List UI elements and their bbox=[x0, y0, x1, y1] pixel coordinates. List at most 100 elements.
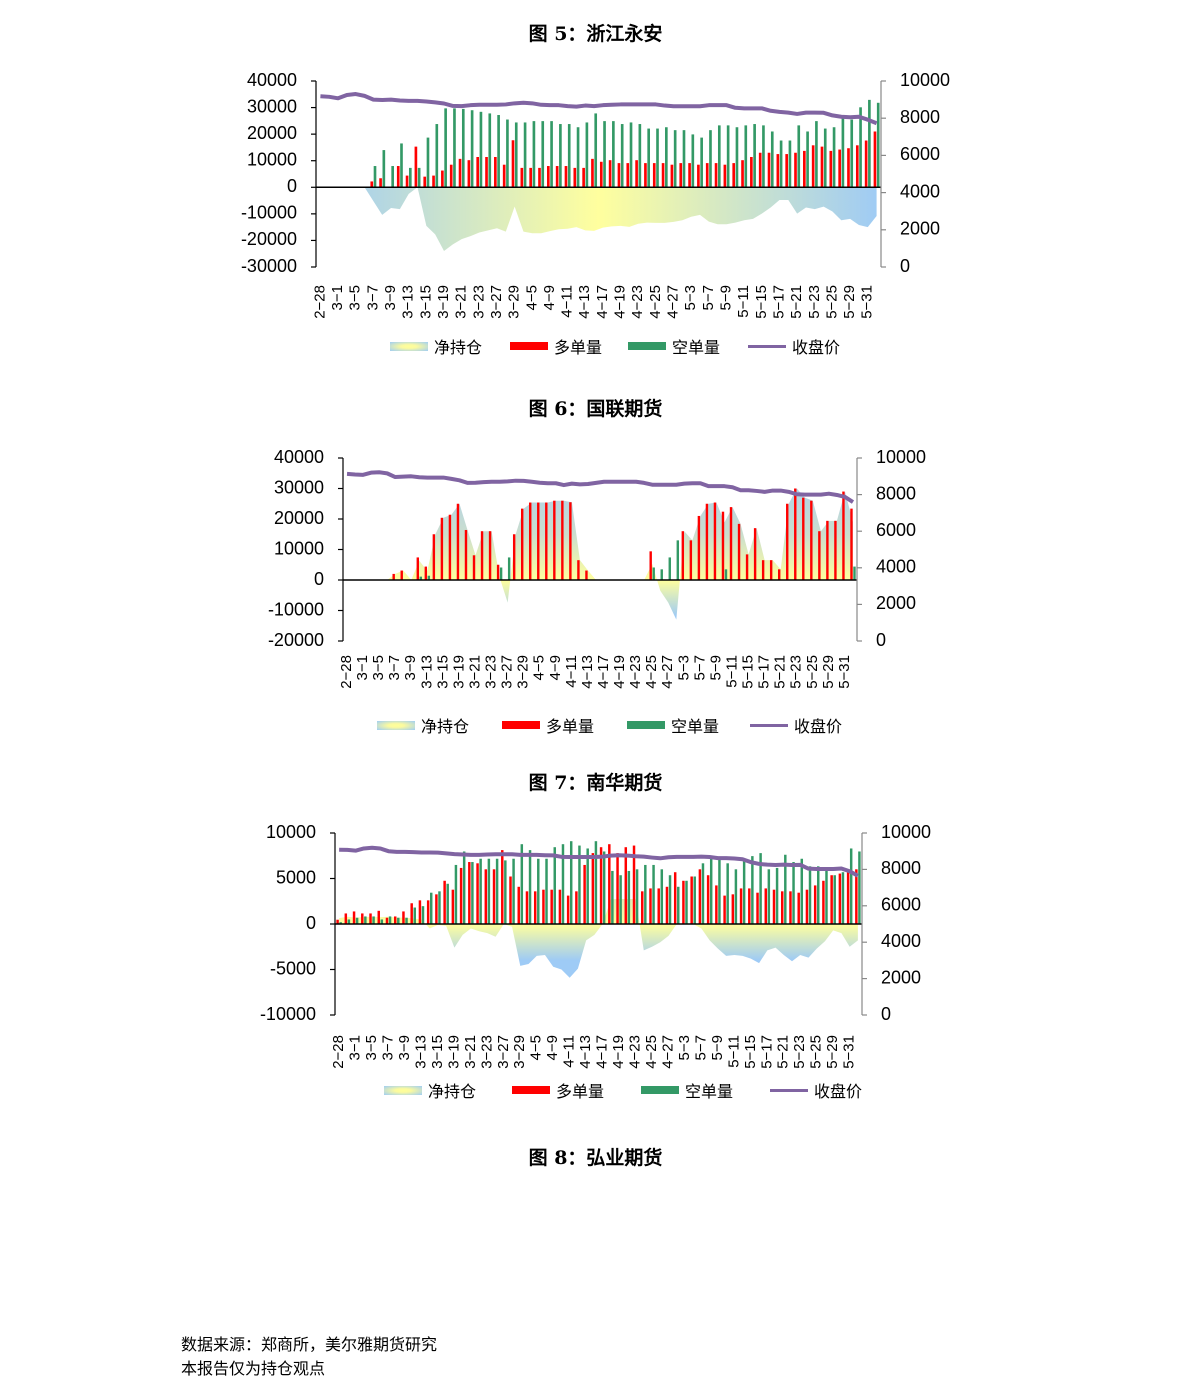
net-position-swatch bbox=[390, 341, 428, 351]
left-axis-tick-label: 0 bbox=[287, 176, 297, 196]
short-volume-bar bbox=[833, 875, 836, 924]
long-volume-bar bbox=[448, 514, 452, 580]
short-volume-bar bbox=[660, 569, 663, 580]
long-volume-bar bbox=[818, 531, 821, 580]
right-axis-tick-label: 0 bbox=[876, 630, 886, 650]
x-axis-tick-label: 4−9 bbox=[547, 655, 564, 680]
long-volume-bar bbox=[789, 891, 792, 924]
short-volume-bar bbox=[668, 557, 671, 580]
short-volume-bar bbox=[364, 916, 367, 924]
short-volume-bar bbox=[806, 131, 809, 188]
right-axis-tick-label: 8000 bbox=[876, 483, 916, 503]
legend-close: 收盘价 bbox=[750, 713, 842, 737]
close-price-swatch bbox=[748, 344, 786, 348]
x-axis-tick-label: 3−5 bbox=[347, 285, 364, 310]
long-volume-bar bbox=[569, 502, 572, 580]
x-axis-tick-label: 3−7 bbox=[379, 1035, 396, 1060]
long-volume-bar bbox=[423, 176, 427, 188]
chart-2: 400003000020000100000-10000-200001000080… bbox=[268, 447, 926, 689]
net-position-area bbox=[320, 187, 877, 252]
x-axis-tick-label: 3−5 bbox=[363, 1035, 380, 1060]
x-axis-tick-label: 4−27 bbox=[665, 285, 682, 319]
x-axis-tick-label: 5−31 bbox=[836, 655, 853, 689]
close-price-line bbox=[339, 845, 859, 878]
x-axis-tick-label: 3−27 bbox=[499, 655, 516, 689]
net-position-area bbox=[347, 488, 853, 620]
net-position-swatch bbox=[384, 1085, 422, 1095]
x-axis-tick-label: 4−5 bbox=[531, 655, 548, 680]
long-volume-bar bbox=[525, 891, 529, 924]
right-axis-tick-label: 0 bbox=[900, 256, 910, 276]
x-axis-tick-label: 4−19 bbox=[611, 655, 628, 689]
x-axis-tick-label: 3−13 bbox=[412, 1035, 429, 1069]
long-volume-bar bbox=[842, 491, 845, 580]
short-volume-bar bbox=[841, 115, 845, 188]
short-volume-bar bbox=[427, 575, 431, 580]
long-volume-bar bbox=[721, 511, 725, 580]
short-volume-bar bbox=[656, 128, 659, 188]
short-volume-bar bbox=[585, 122, 589, 188]
short-volume-bar bbox=[380, 919, 384, 924]
long-volume-bar bbox=[698, 869, 702, 924]
long-volume-bar bbox=[410, 903, 413, 924]
short-volume-bar bbox=[507, 557, 511, 580]
long-volume-bar bbox=[803, 150, 806, 188]
x-axis-tick-label: 3−19 bbox=[435, 285, 452, 319]
right-axis-tick-label: 2000 bbox=[881, 967, 921, 987]
x-axis-tick-label: 5−21 bbox=[775, 1035, 792, 1069]
long-volume-bar bbox=[617, 163, 621, 188]
long-volume-bar bbox=[385, 917, 389, 924]
short-volume-bar bbox=[709, 130, 712, 188]
short-volume-bar bbox=[471, 862, 474, 924]
short-volume-bar bbox=[347, 919, 351, 924]
legend-net-position: 净持仓 bbox=[377, 713, 469, 737]
legend-label: 多单量 bbox=[546, 717, 595, 736]
short-volume-bar bbox=[541, 121, 545, 188]
short-volume-bar bbox=[487, 858, 491, 924]
legend-label: 净持仓 bbox=[421, 717, 470, 736]
figure-8-title: 图 8：弘业期货 bbox=[528, 1147, 663, 1169]
long-volume-bar bbox=[484, 869, 488, 924]
long-volume-bar bbox=[575, 891, 578, 924]
x-axis-tick-label: 5−21 bbox=[788, 285, 805, 319]
long-volume-bar bbox=[794, 152, 797, 188]
x-axis-tick-label: 5−29 bbox=[820, 655, 837, 689]
long-volume-bar bbox=[542, 889, 545, 924]
short-volume-bar bbox=[700, 137, 703, 188]
long-volume-bar bbox=[418, 900, 422, 924]
left-axis-tick-label: 10000 bbox=[247, 149, 297, 169]
long-volume-bar bbox=[810, 500, 813, 580]
left-axis-tick-label: 40000 bbox=[274, 447, 324, 467]
legend-net-position: 净持仓 bbox=[390, 334, 482, 358]
x-axis-tick-label: 2−28 bbox=[338, 655, 355, 689]
x-axis-tick-label: 5−25 bbox=[808, 1035, 825, 1069]
long-volume-bar bbox=[649, 551, 652, 580]
long-volume-bar bbox=[561, 500, 564, 580]
short-volume-bar bbox=[701, 863, 705, 924]
long-volume-bar bbox=[873, 131, 877, 188]
left-axis-tick-label: -10000 bbox=[260, 1004, 316, 1024]
x-axis-tick-label: 3−29 bbox=[511, 1035, 528, 1069]
long-volume-bar bbox=[758, 152, 762, 188]
short-volume-bar bbox=[413, 907, 416, 924]
short-volume-bar bbox=[397, 917, 400, 924]
x-axis-tick-label: 5−31 bbox=[859, 285, 876, 319]
left-axis-tick-label: 5000 bbox=[276, 867, 316, 887]
right-axis-tick-label: 8000 bbox=[900, 107, 940, 127]
long-volume-bar bbox=[723, 164, 727, 188]
long-volume-bar bbox=[681, 531, 685, 580]
legend-label: 收盘价 bbox=[814, 1082, 863, 1101]
short-volume-bar bbox=[841, 872, 845, 924]
legend-long: 多单量 bbox=[510, 334, 602, 358]
short-volume-bar bbox=[408, 167, 412, 188]
long-volume-bar bbox=[467, 160, 471, 188]
left-axis-tick-label: 40000 bbox=[247, 70, 297, 90]
short-volume-bar bbox=[629, 122, 633, 188]
long-volume-bar bbox=[850, 508, 853, 580]
x-axis-tick-label: 3−15 bbox=[429, 1035, 446, 1069]
short-volume-bar bbox=[391, 166, 394, 188]
short-volume-bar bbox=[537, 858, 540, 924]
close-price-swatch bbox=[770, 1088, 808, 1092]
x-axis-tick-label: 4−9 bbox=[544, 1035, 561, 1060]
short-volume-bar bbox=[532, 121, 536, 188]
